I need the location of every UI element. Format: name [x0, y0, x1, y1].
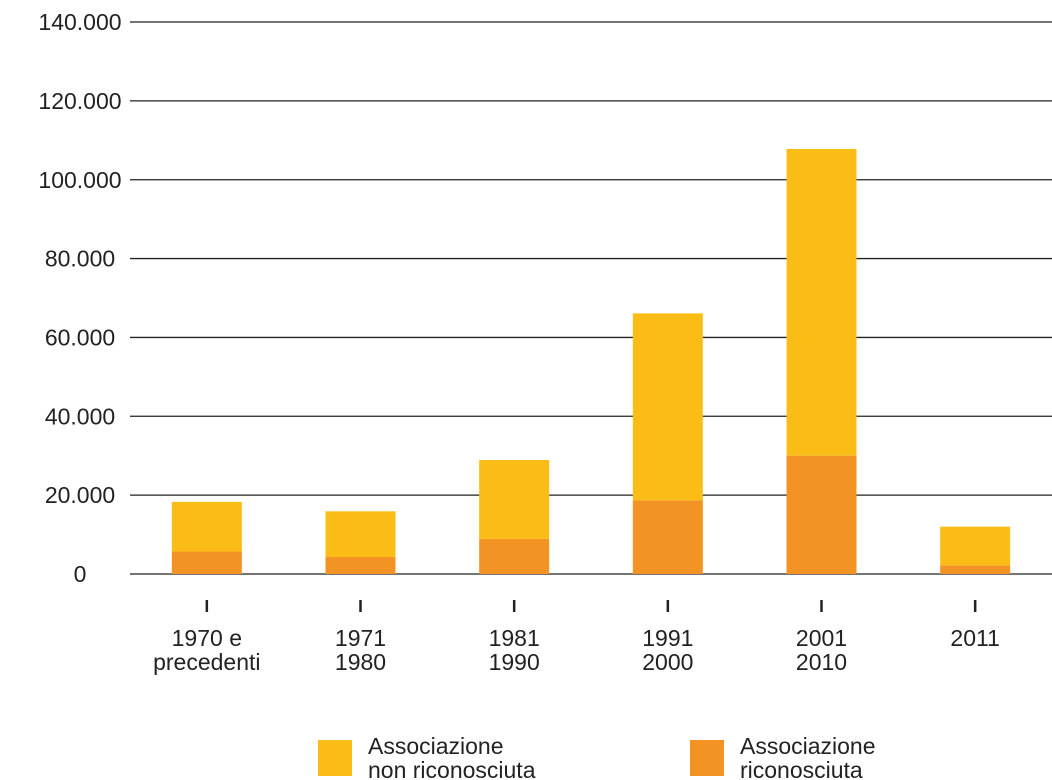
- y-tick-label: 100.000: [38, 167, 121, 193]
- x-tick-label: 2001 2010: [796, 625, 847, 675]
- y-tick-label: 0: [74, 561, 87, 587]
- bar-segment: [786, 455, 857, 574]
- bar-segment: [325, 557, 396, 574]
- y-tick-label: 140.000: [38, 9, 121, 35]
- x-tick-label: 1991 2000: [642, 625, 693, 675]
- y-tick-label: 60.000: [45, 325, 115, 351]
- bar-segment: [940, 526, 1011, 566]
- bar-segment: [940, 565, 1011, 574]
- x-tick-label: 2011: [950, 625, 999, 651]
- x-tick-label: 1971 1980: [335, 625, 386, 675]
- x-tick-label: 1970 e precedenti: [153, 625, 260, 675]
- y-tick-label: 80.000: [45, 246, 115, 272]
- bar-segment: [171, 551, 242, 574]
- y-tick-label: 120.000: [38, 88, 121, 114]
- legend-label: Associazione non riconosciuta: [368, 733, 536, 780]
- bar-segment: [171, 501, 242, 552]
- x-tick-label: 1981 1990: [489, 625, 540, 675]
- bar-segment: [325, 511, 396, 558]
- y-tick-label: 20.000: [45, 482, 115, 508]
- bar-segment: [479, 460, 550, 539]
- bar-segment: [479, 538, 550, 574]
- legend-label: Associazione riconosciuta: [740, 733, 876, 780]
- y-tick-label: 40.000: [45, 403, 115, 429]
- bar-segment: [786, 148, 857, 456]
- bar-segment: [632, 500, 703, 574]
- legend-swatch: [690, 740, 724, 776]
- legend-swatch: [318, 740, 352, 776]
- bar-segment: [632, 313, 703, 501]
